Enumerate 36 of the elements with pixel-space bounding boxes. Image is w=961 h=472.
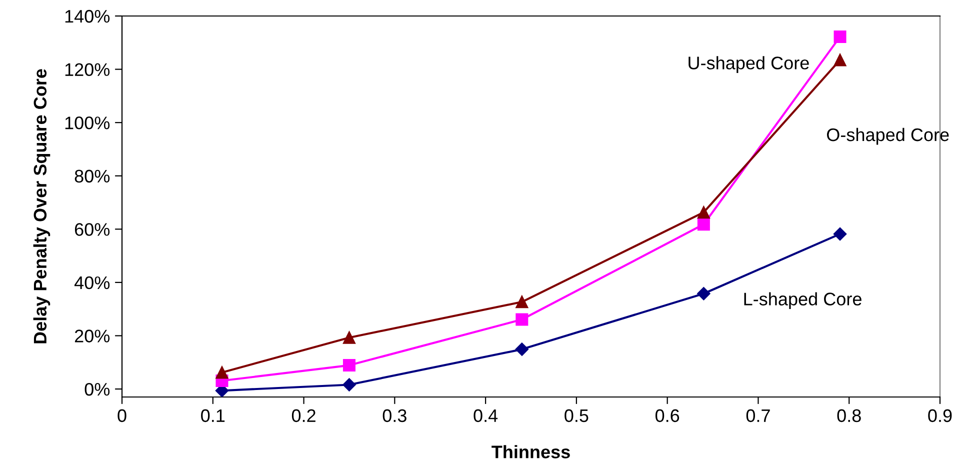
- y-axis-title: Delay Penalty Over Square Core: [33, 69, 50, 344]
- x-tick-label: 0.1: [201, 409, 225, 422]
- series-label: L-shaped Core: [744, 292, 862, 310]
- y-tick-label: 120%: [65, 63, 110, 76]
- x-tick-label: 0.4: [474, 409, 498, 422]
- y-tick-label: 100%: [65, 116, 110, 130]
- x-tick-label: 0.8: [837, 409, 861, 422]
- y-tick-label: 80%: [74, 170, 110, 183]
- point: [516, 313, 528, 326]
- y-tick-label: 20%: [74, 330, 110, 342]
- point: [697, 218, 710, 231]
- y-tick-label: 0%: [84, 382, 110, 396]
- point: [216, 366, 228, 379]
- x-axis-title: Thinness: [492, 445, 570, 458]
- point: [515, 342, 528, 356]
- point: [697, 287, 710, 300]
- x-tick-label: 0.2: [292, 409, 316, 422]
- x-tick-label: 0.7: [746, 409, 770, 422]
- y-tick-label: 140%: [65, 10, 110, 23]
- x-tick-label: 0.3: [382, 409, 406, 422]
- x-tick-label: 0.9: [928, 409, 952, 422]
- point: [342, 378, 356, 392]
- x-tick-label: 0: [118, 409, 126, 422]
- series-label: O-shaped Core: [826, 128, 949, 145]
- y-tick-label: 40%: [74, 276, 110, 290]
- point: [342, 331, 356, 344]
- point: [834, 54, 846, 66]
- point: [516, 296, 528, 308]
- point: [834, 30, 846, 44]
- point: [342, 359, 356, 372]
- y-tick-label: 60%: [74, 223, 110, 236]
- series-label: U-shaped Core: [688, 56, 809, 73]
- point: [697, 206, 710, 219]
- point: [833, 227, 847, 241]
- x-tick-label: 0.5: [564, 409, 588, 422]
- x-tick-label: 0.6: [655, 409, 680, 422]
